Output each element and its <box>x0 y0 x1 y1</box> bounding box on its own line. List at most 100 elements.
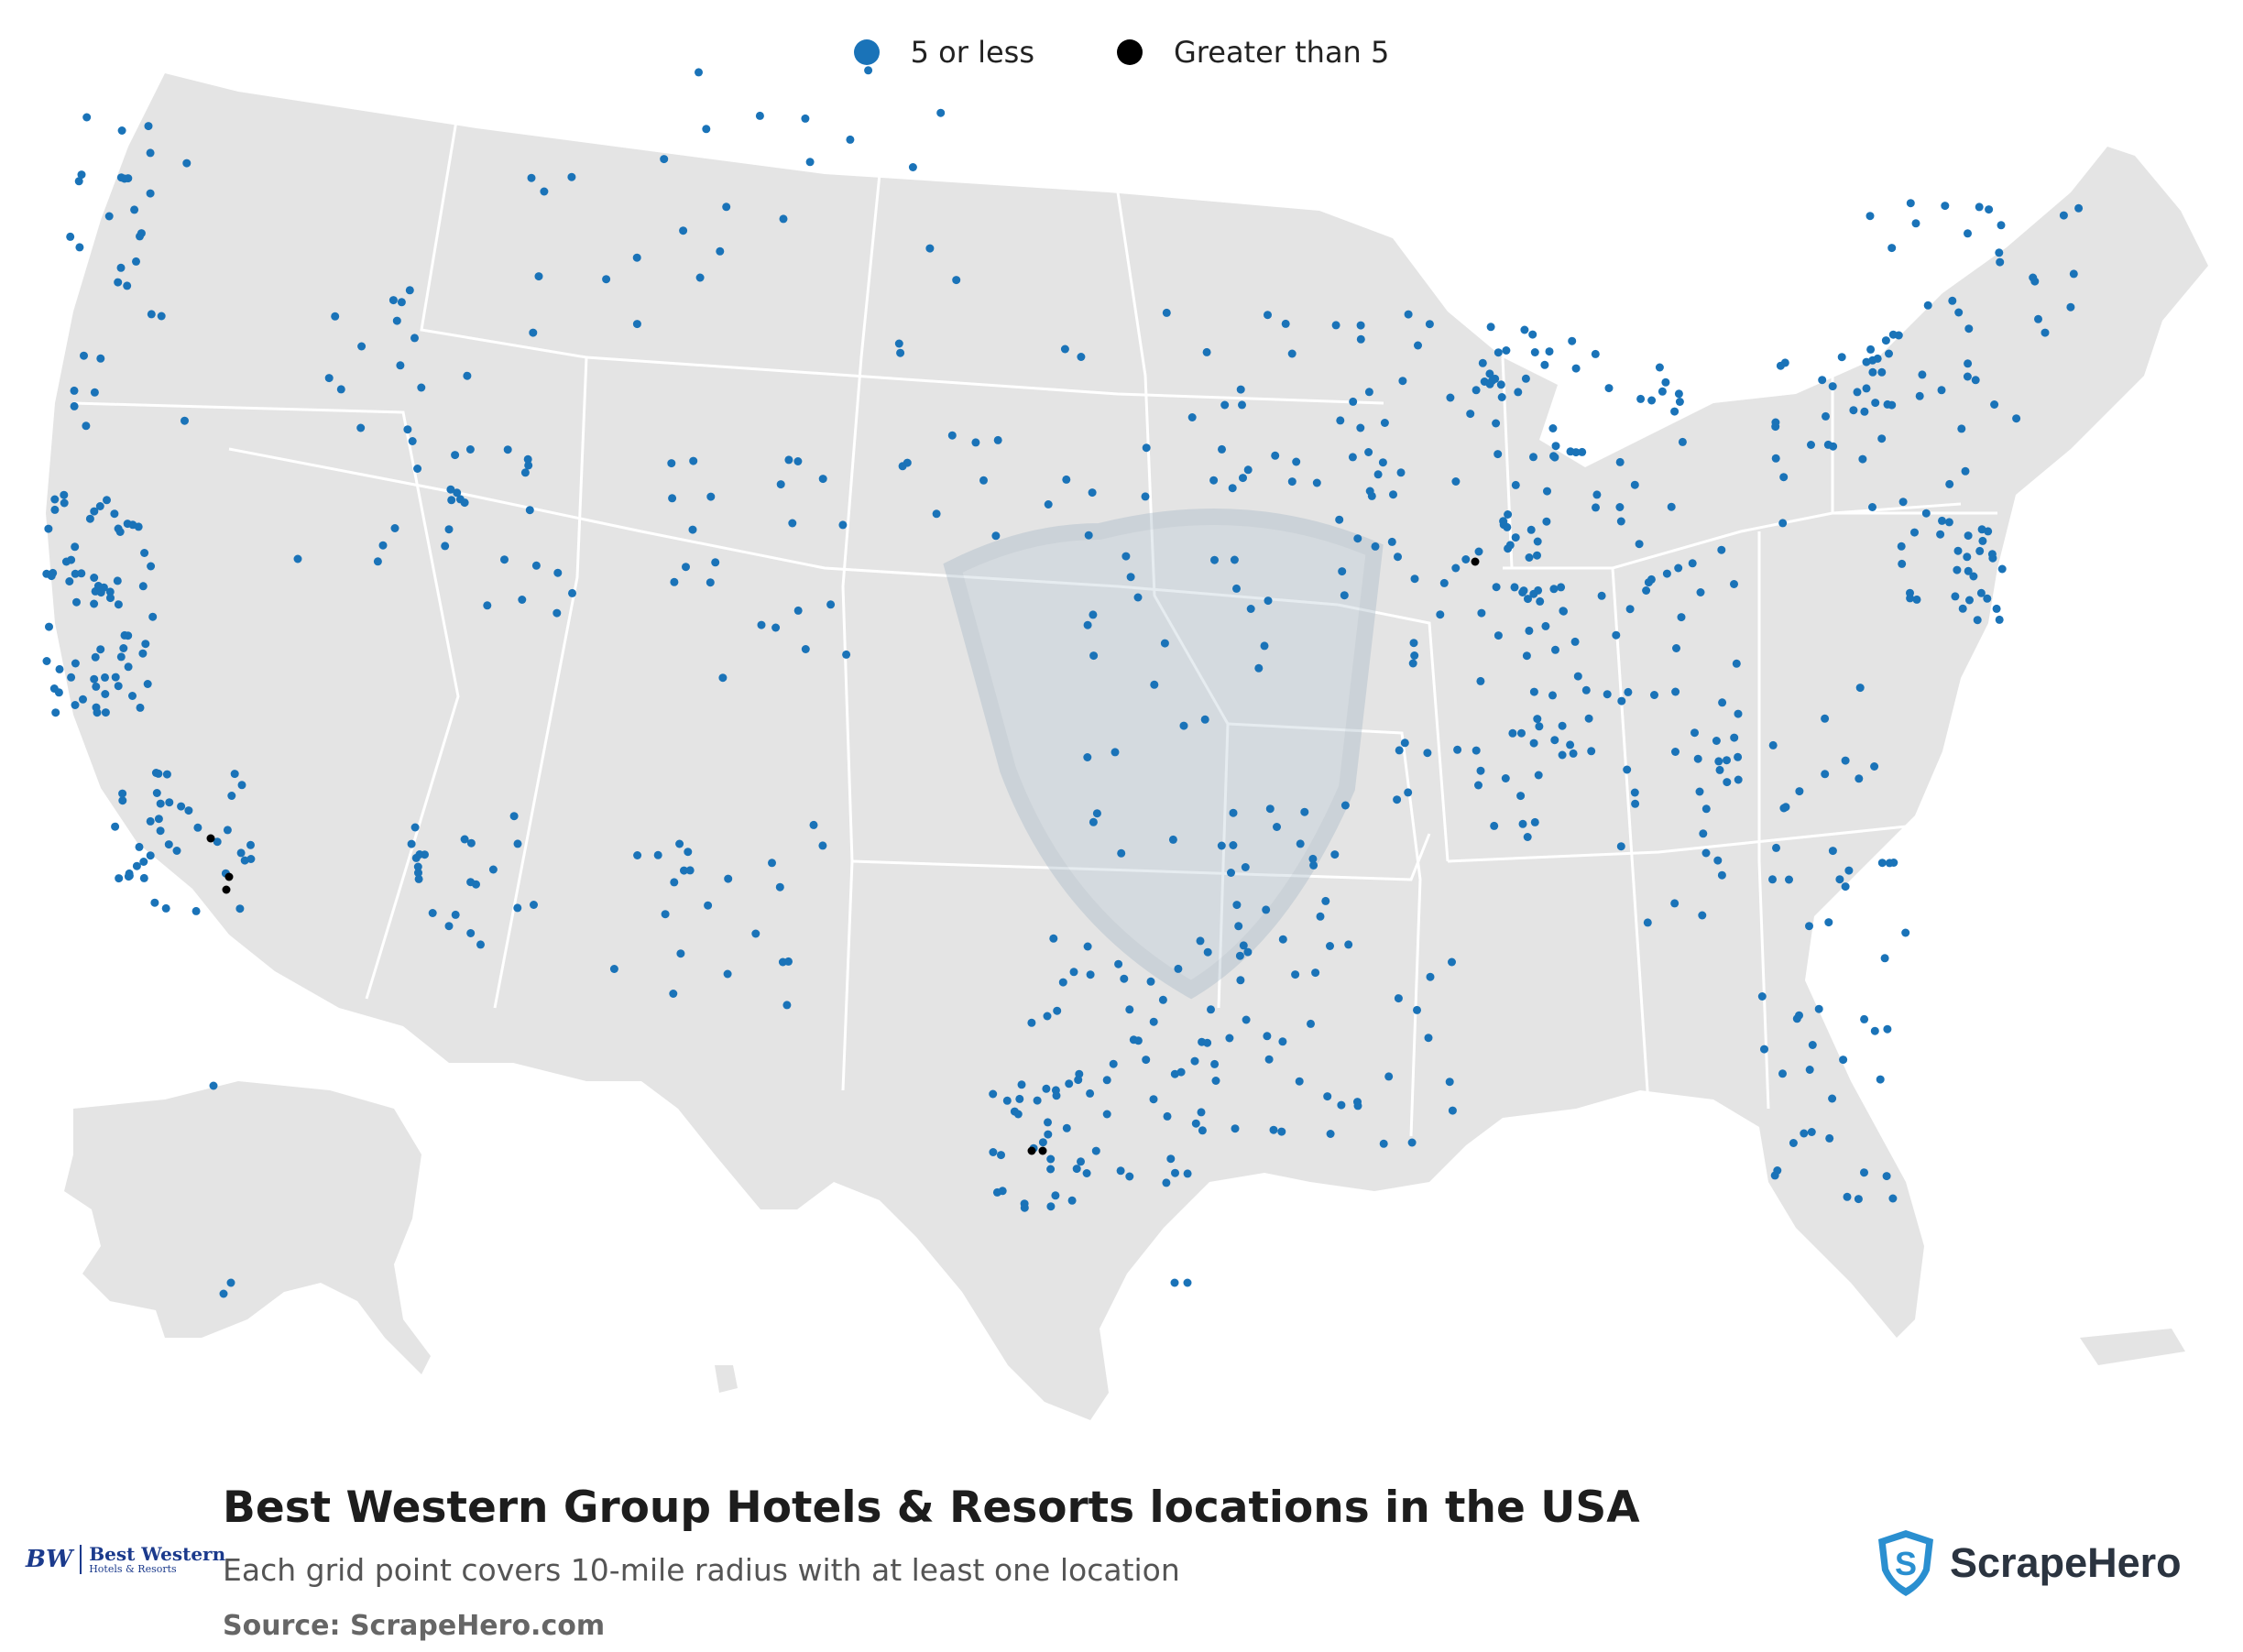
location-point <box>483 601 492 610</box>
svg-text:S: S <box>1895 1545 1917 1582</box>
location-point <box>1356 334 1365 344</box>
location-point <box>932 509 941 519</box>
location-point <box>61 557 71 566</box>
location-point <box>706 492 716 501</box>
location-point <box>1263 1032 1272 1041</box>
location-point <box>723 969 732 979</box>
location-point <box>1089 651 1099 661</box>
location-point <box>1734 775 1743 784</box>
location-point <box>1511 480 1520 489</box>
location-point <box>684 848 693 857</box>
location-point <box>1650 691 1658 699</box>
location-point <box>1230 555 1239 564</box>
location-point <box>818 475 827 484</box>
location-point <box>157 312 166 321</box>
location-point <box>1010 1107 1019 1116</box>
location-point <box>71 701 80 709</box>
location-point <box>1983 594 1992 603</box>
location-point <box>1768 875 1777 884</box>
location-point <box>1849 406 1858 415</box>
location-point <box>111 673 120 682</box>
location-point <box>1635 540 1644 549</box>
location-point <box>788 519 797 528</box>
location-point <box>1824 918 1833 927</box>
location-point <box>139 858 148 866</box>
location-point <box>206 834 215 843</box>
location-point <box>1514 388 1523 397</box>
location-point <box>1573 672 1582 681</box>
location-point <box>660 155 669 164</box>
location-point <box>1976 588 1986 597</box>
location-point <box>128 520 137 530</box>
location-point <box>826 600 836 609</box>
location-point <box>1734 752 1743 761</box>
location-point <box>104 212 114 221</box>
location-point <box>1568 336 1577 345</box>
location-point <box>540 187 549 196</box>
location-point <box>219 1289 228 1298</box>
location-point <box>417 383 426 392</box>
location-point <box>1198 1126 1207 1135</box>
location-point <box>1795 1011 1803 1020</box>
location-point <box>1617 696 1626 706</box>
location-point <box>147 310 156 319</box>
location-point <box>71 569 80 578</box>
location-point <box>132 257 140 266</box>
location-point <box>1062 1123 1071 1132</box>
location-point <box>1142 443 1151 453</box>
location-point <box>1413 1005 1421 1014</box>
location-point <box>1880 954 1889 963</box>
location-point <box>135 842 144 851</box>
location-point <box>118 789 127 798</box>
location-point <box>809 820 818 829</box>
location-point <box>523 454 532 464</box>
location-point <box>1439 578 1449 587</box>
location-point <box>226 1278 235 1287</box>
location-point <box>838 520 848 530</box>
location-point <box>71 542 80 552</box>
location-point <box>1451 563 1461 573</box>
location-point <box>138 649 148 658</box>
location-point <box>1326 942 1334 950</box>
location-point <box>50 505 60 514</box>
location-point <box>775 882 784 892</box>
location-point <box>1923 301 1932 310</box>
location-point <box>80 351 88 360</box>
location-point <box>91 652 100 662</box>
location-point <box>1307 1019 1315 1028</box>
location-point <box>44 524 53 533</box>
location-point <box>602 275 611 284</box>
location-point <box>1158 995 1167 1004</box>
location-point <box>1948 296 1957 305</box>
location-point <box>1672 644 1680 652</box>
location-point <box>1675 398 1684 406</box>
location-point <box>1958 604 1967 613</box>
location-point <box>1543 487 1551 496</box>
location-point <box>894 339 903 348</box>
location-point <box>1528 330 1537 339</box>
location-point <box>224 872 234 881</box>
location-point <box>1395 746 1404 755</box>
location-point <box>184 806 193 815</box>
location-point <box>1805 922 1813 931</box>
location-point <box>114 278 123 287</box>
location-point <box>466 878 476 887</box>
location-point <box>1425 320 1434 329</box>
location-point <box>1885 859 1894 868</box>
location-point <box>1478 358 1487 367</box>
location-point <box>123 281 132 290</box>
location-point <box>90 674 99 684</box>
location-point <box>1578 447 1587 456</box>
location-point <box>1936 530 1945 539</box>
location-point <box>520 468 530 477</box>
location-point <box>1038 1138 1047 1147</box>
location-point <box>1871 399 1880 408</box>
location-point <box>1545 347 1554 356</box>
location-point <box>530 901 538 909</box>
location-point <box>1077 353 1086 361</box>
location-point <box>1217 841 1226 850</box>
location-point <box>1898 559 1907 568</box>
location-point <box>75 243 84 252</box>
location-point <box>139 873 148 882</box>
location-point <box>77 569 86 578</box>
